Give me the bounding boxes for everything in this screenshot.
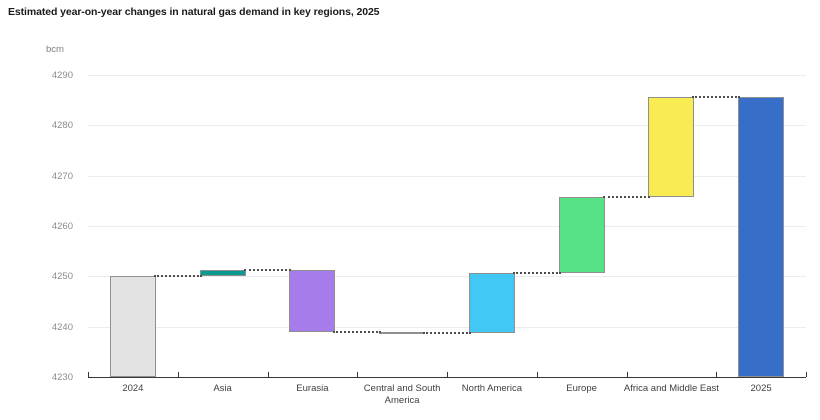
chart-title: Estimated year-on-year changes in natura…: [8, 6, 380, 18]
bar-europe: [558, 197, 605, 273]
y-tick-label-4240: 4240: [51, 321, 73, 333]
gridline-4280: [88, 125, 806, 127]
x-label-central-and-south-america: Central and South America: [363, 383, 441, 407]
connector-asia-to-eurasia: [243, 268, 292, 271]
y-tick-label-4280: 4280: [51, 120, 73, 132]
x-axis-tick: [536, 372, 538, 377]
y-tick-label-4230: 4230: [51, 372, 73, 383]
x-axis-tick: [177, 372, 179, 377]
y-tick-label-4250: 4250: [51, 271, 73, 283]
x-label-europe: Europe: [566, 383, 597, 394]
y-axis-unit-label: bcm: [46, 44, 64, 55]
x-axis-tick: [716, 372, 718, 377]
bar-eurasia: [289, 269, 336, 332]
bar-2024: [109, 276, 156, 377]
y-tick-label-4270: 4270: [51, 170, 73, 182]
gridline-4270: [88, 175, 806, 177]
connector-eurasia-to-central-and-south-america: [333, 330, 382, 333]
gridline-4250: [88, 276, 806, 278]
x-axis-tick: [447, 372, 448, 377]
x-label-2024: 2024: [122, 383, 144, 394]
x-axis-tick: [626, 372, 628, 377]
bar-central-and-south-america: [379, 331, 426, 334]
gridline-4240: [88, 326, 806, 328]
x-axis-line: [88, 377, 806, 378]
connector-europe-to-africa-and-middle-east: [602, 196, 651, 199]
bar-asia: [199, 269, 246, 277]
bar-north-america: [468, 272, 515, 334]
y-tick-label-4290: 4290: [51, 70, 73, 81]
bar-africa-and-middle-east: [648, 96, 695, 198]
connector-africa-and-middle-east-to-2025: [692, 95, 741, 98]
x-label-africa-and-middle-east: Africa and Middle East: [623, 383, 719, 394]
x-label-asia: Asia: [213, 383, 232, 394]
x-label-2025: 2025: [750, 383, 772, 394]
x-axis-tick: [806, 372, 807, 377]
x-axis-tick: [267, 372, 269, 377]
bar-2025: [738, 96, 785, 377]
connector-2024-to-asia: [153, 275, 202, 278]
gridline-4290: [88, 75, 806, 76]
gridline-4260: [88, 226, 806, 227]
connector-north-america-to-europe: [512, 271, 561, 274]
y-tick-label-4260: 4260: [51, 221, 73, 232]
x-label-north-america: North America: [461, 383, 522, 394]
x-axis-tick: [357, 372, 359, 377]
x-label-eurasia: Eurasia: [296, 383, 329, 394]
x-axis-tick: [88, 372, 89, 377]
connector-central-and-south-america-to-north-america: [423, 332, 471, 335]
